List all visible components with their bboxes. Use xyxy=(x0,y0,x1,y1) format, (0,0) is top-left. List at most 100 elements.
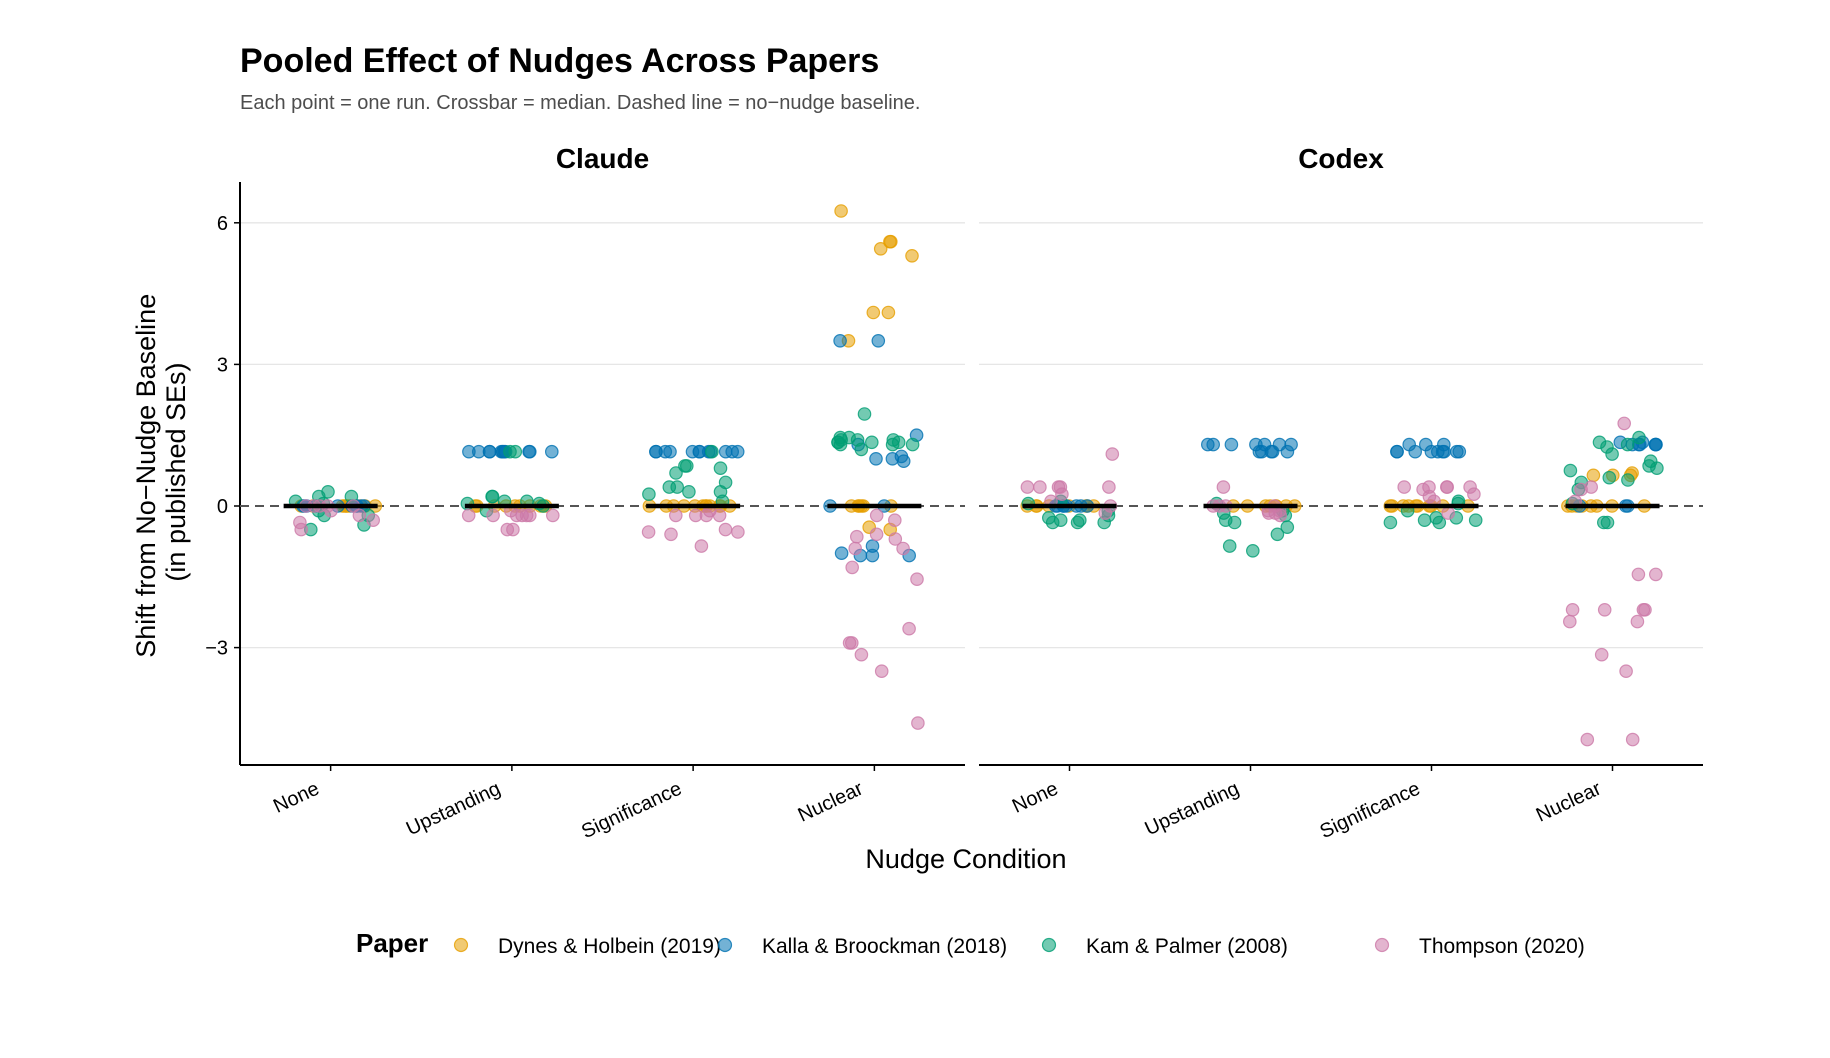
data-point xyxy=(694,539,709,553)
x-tick-label-significance: Significance xyxy=(578,778,685,844)
legend-key-1 xyxy=(453,937,469,953)
data-point xyxy=(873,242,888,256)
y-axis-title-line-2: (in published SEs) xyxy=(161,362,191,581)
data-point xyxy=(1417,513,1432,527)
data-point xyxy=(705,444,719,459)
data-point xyxy=(850,433,865,447)
data-point xyxy=(508,444,523,459)
data-point xyxy=(522,444,537,459)
data-point xyxy=(866,305,881,320)
data-point xyxy=(1201,437,1215,452)
data-point xyxy=(869,527,884,542)
data-point xyxy=(1053,513,1068,527)
data-point xyxy=(849,529,864,544)
data-point xyxy=(1033,480,1047,494)
data-point xyxy=(1586,468,1601,483)
data-point xyxy=(1565,602,1580,617)
x-tick-label-upstanding: Upstanding xyxy=(1142,778,1243,841)
data-point xyxy=(1467,487,1481,501)
data-point xyxy=(1638,602,1652,617)
data-point xyxy=(1435,444,1450,459)
data-point xyxy=(1222,539,1237,553)
data-point xyxy=(874,664,889,678)
data-point xyxy=(1246,543,1260,558)
data-point xyxy=(902,621,916,636)
data-point xyxy=(1105,447,1120,461)
data-point xyxy=(905,437,920,452)
data-point xyxy=(1468,513,1483,527)
data-point xyxy=(1602,470,1617,485)
data-point xyxy=(725,444,739,459)
data-point xyxy=(679,459,694,473)
data-point xyxy=(718,522,733,537)
data-point xyxy=(461,508,476,523)
data-point xyxy=(668,508,683,523)
data-point xyxy=(641,525,656,539)
data-point xyxy=(1620,437,1635,452)
x-tick-label-none: None xyxy=(1009,778,1062,818)
data-point xyxy=(881,305,896,320)
legend-label-2: Kalla & Broockman (2018) xyxy=(762,935,1007,958)
y-axis-title-line-1: Shift from No−Nudge Baseline xyxy=(131,294,161,658)
data-point xyxy=(1631,567,1646,582)
data-point xyxy=(649,444,663,459)
legend: Paper Dynes & Holbein (2019) Kalla & Broo… xyxy=(356,928,1585,958)
data-point xyxy=(1224,437,1239,452)
data-point xyxy=(1600,515,1615,530)
data-point xyxy=(1440,480,1454,494)
data-point xyxy=(545,508,560,523)
data-point xyxy=(713,461,728,475)
data-point xyxy=(1649,437,1663,452)
legend-title: Paper xyxy=(356,928,428,958)
data-point xyxy=(885,437,900,452)
data-point xyxy=(1625,732,1640,747)
data-point xyxy=(1429,510,1443,525)
y-tick-label: 6 xyxy=(217,213,228,235)
legend-label-4: Thompson (2020) xyxy=(1419,935,1585,958)
data-point xyxy=(910,572,924,586)
data-point xyxy=(869,508,884,523)
data-point xyxy=(834,204,848,218)
data-point xyxy=(845,560,859,575)
x-axis-title: Nudge Condition xyxy=(865,844,1066,874)
data-point xyxy=(1390,444,1404,459)
data-point xyxy=(1600,440,1614,454)
data-point xyxy=(1594,647,1609,662)
data-point xyxy=(844,636,859,650)
data-point xyxy=(1419,437,1433,452)
x-tick-label-nuclear: Nuclear xyxy=(1533,777,1605,826)
data-point xyxy=(486,508,500,523)
data-point xyxy=(1580,732,1595,747)
legend-label-1: Dynes & Holbein (2019) xyxy=(498,935,721,958)
facet-title-claude: Claude xyxy=(556,143,649,174)
data-point xyxy=(1563,463,1578,478)
data-point xyxy=(1264,444,1278,459)
data-point xyxy=(1227,515,1242,530)
data-point xyxy=(471,444,486,459)
data-point xyxy=(682,484,696,499)
data-point xyxy=(1216,480,1231,494)
data-point xyxy=(669,466,683,480)
data-point xyxy=(1619,664,1633,678)
data-point xyxy=(731,525,745,539)
y-axis-title: Shift from No−Nudge Baseline (in publish… xyxy=(131,286,191,657)
legend-items: Dynes & Holbein (2019) Kalla & Broockman … xyxy=(453,935,1585,958)
panel-codex: Codex None Upstanding Significance Nuclear xyxy=(979,143,1703,843)
data-point xyxy=(1397,480,1411,494)
x-tick-label-significance: Significance xyxy=(1317,778,1424,844)
data-point xyxy=(1284,437,1298,452)
data-point xyxy=(1574,482,1588,497)
data-point xyxy=(1617,416,1631,431)
data-point xyxy=(1280,520,1295,534)
x-tick-label-nuclear: Nuclear xyxy=(795,777,867,826)
data-point xyxy=(670,480,684,494)
data-point xyxy=(485,489,499,504)
data-point xyxy=(1042,510,1056,525)
data-point xyxy=(857,407,872,421)
data-point xyxy=(871,333,886,348)
data-point xyxy=(834,546,849,560)
chart-title: Pooled Effect of Nudges Across Papers xyxy=(240,42,880,80)
data-point xyxy=(848,541,862,556)
data-point xyxy=(1020,480,1035,494)
